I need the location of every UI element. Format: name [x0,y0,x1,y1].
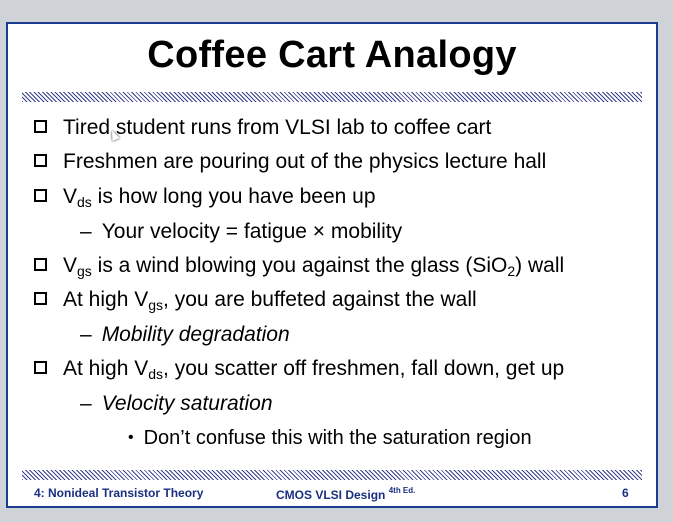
bullet-line: Tired student runs from VLSI lab to coff… [34,116,491,140]
bullet-line: At high Vgs, you are buffeted against th… [34,288,477,312]
slide-title: Coffee Cart Analogy [147,34,517,76]
sub-bullet-line: – Velocity saturation [80,392,273,415]
dash-bullet-icon: – [80,220,92,243]
dash-bullet-icon: – [80,323,92,346]
slide: Coffee Cart Analogy Tired student runs f… [6,22,658,508]
footer-book: CMOS VLSI Design 4th Ed. [276,486,416,502]
footer-divider-band [22,470,642,480]
dash-bullet-icon: – [80,392,92,415]
sub-bullet-line: – Mobility degradation [80,323,290,346]
sub-bullet-line: – Your velocity = fatigue × mobility [80,220,403,243]
checkbox-bullet-icon [34,120,47,133]
bullet-line: Freshmen are pouring out of the physics … [34,150,546,174]
bullet-line: At high Vds, you scatter off freshmen, f… [34,357,564,381]
checkbox-bullet-icon [34,258,47,271]
bullet-line: Vgs is a wind blowing you against the gl… [34,254,564,278]
checkbox-bullet-icon [34,154,47,167]
checkbox-bullet-icon [34,361,47,374]
bullet-line: Vds is how long you have been up [34,185,376,209]
footer-page-number: 6 [622,486,629,500]
checkbox-bullet-icon [34,292,47,305]
sub-sub-bullet-line: • Don’t confuse this with the saturation … [128,427,532,449]
title-divider-band [22,92,642,102]
footer-chapter: 4: Nonideal Transistor Theory [34,486,204,500]
checkbox-bullet-icon [34,189,47,202]
dot-bullet-icon: • [128,429,134,446]
